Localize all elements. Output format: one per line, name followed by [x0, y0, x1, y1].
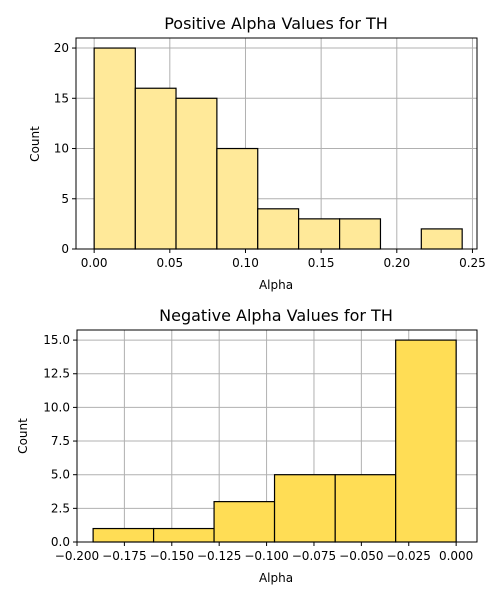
- negative-chart-x-axis: −0.200 −0.175 −0.150 −0.125 −0.100 −0.075 −0.0…: [55, 542, 473, 563]
- positive-y-tick-label-4: 20: [54, 41, 69, 55]
- positive-chart-frame: [75, 37, 478, 250]
- negative-chart-y-label: Count: [16, 418, 30, 454]
- positive-chart-y-label: Count: [28, 126, 42, 162]
- negative-x-tick-label-1: −0.175: [102, 549, 146, 563]
- positive-alpha-histogram: Positive Alpha Values for TH 0.00 0.05 0.1…: [28, 14, 486, 292]
- positive-chart-title: Positive Alpha Values for TH: [164, 14, 388, 33]
- negative-x-tick-label-4: −0.100: [244, 549, 288, 563]
- negative-x-tick-label-3: −0.125: [197, 549, 241, 563]
- negative-x-tick-label-6: −0.050: [339, 549, 383, 563]
- negative-bar-3: [273, 474, 336, 543]
- negative-x-tick-label-2: −0.150: [150, 549, 194, 563]
- negative-chart-frame: [76, 329, 478, 543]
- positive-x-tick-label-0: 0.00: [81, 256, 108, 270]
- positive-y-tick-label-3: 15: [54, 91, 69, 105]
- positive-bar-1: [134, 87, 177, 250]
- negative-y-tick-label-1: 2.5: [51, 501, 70, 515]
- positive-y-tick-label-0: 0: [61, 242, 69, 256]
- negative-bar-4: [334, 474, 397, 543]
- positive-bar-5: [297, 218, 341, 250]
- positive-bar-4: [257, 208, 300, 250]
- negative-y-tick-label-2: 5.0: [51, 468, 70, 482]
- negative-bar-5: [395, 339, 457, 543]
- positive-x-tick-label-2: 0.10: [232, 256, 259, 270]
- positive-x-tick-label-3: 0.15: [308, 256, 335, 270]
- positive-x-tick-label-5: 0.25: [459, 256, 486, 270]
- negative-y-tick-label-5: 12.5: [43, 367, 70, 381]
- negative-bar-2: [213, 501, 276, 543]
- positive-y-tick-label-2: 10: [54, 142, 69, 156]
- positive-chart-x-label: Alpha: [259, 278, 293, 292]
- positive-bar-0: [93, 47, 136, 250]
- positive-bar-8: [420, 228, 463, 250]
- positive-x-tick-label-4: 0.20: [383, 256, 410, 270]
- negative-chart-x-label: Alpha: [259, 571, 293, 585]
- negative-x-tick-label-8: 0.000: [439, 549, 473, 563]
- positive-bar-3: [216, 147, 259, 250]
- positive-bar-2: [175, 97, 218, 250]
- negative-x-tick-label-5: −0.075: [292, 549, 336, 563]
- positive-chart-bars: [93, 47, 463, 250]
- negative-y-tick-label-4: 10.0: [43, 400, 70, 414]
- positive-chart-y-axis: 0 5 10 15 20: [54, 41, 76, 256]
- negative-y-tick-label-3: 7.5: [51, 434, 70, 448]
- negative-bar-0: [92, 527, 155, 543]
- negative-chart-y-axis: 0.0 2.5 5.0 7.5 10.0 12.5 15.0: [43, 333, 77, 549]
- negative-x-tick-label-7: −0.025: [387, 549, 431, 563]
- positive-bar-6: [339, 218, 382, 250]
- negative-x-tick-label-0: −0.200: [55, 549, 99, 563]
- negative-bar-1: [152, 527, 215, 543]
- negative-y-tick-label-0: 0.0: [51, 535, 70, 549]
- positive-x-tick-label-1: 0.05: [156, 256, 183, 270]
- negative-chart-title: Negative Alpha Values for TH: [159, 306, 393, 325]
- positive-chart-x-axis: 0.00 0.05 0.10 0.15 0.20 0.25: [81, 249, 486, 270]
- positive-y-tick-label-1: 5: [61, 192, 69, 206]
- negative-chart-bars: [92, 339, 457, 543]
- negative-alpha-histogram: Negative Alpha Values for TH −0.200 −0.17…: [16, 306, 478, 585]
- negative-y-tick-label-6: 15.0: [43, 333, 70, 347]
